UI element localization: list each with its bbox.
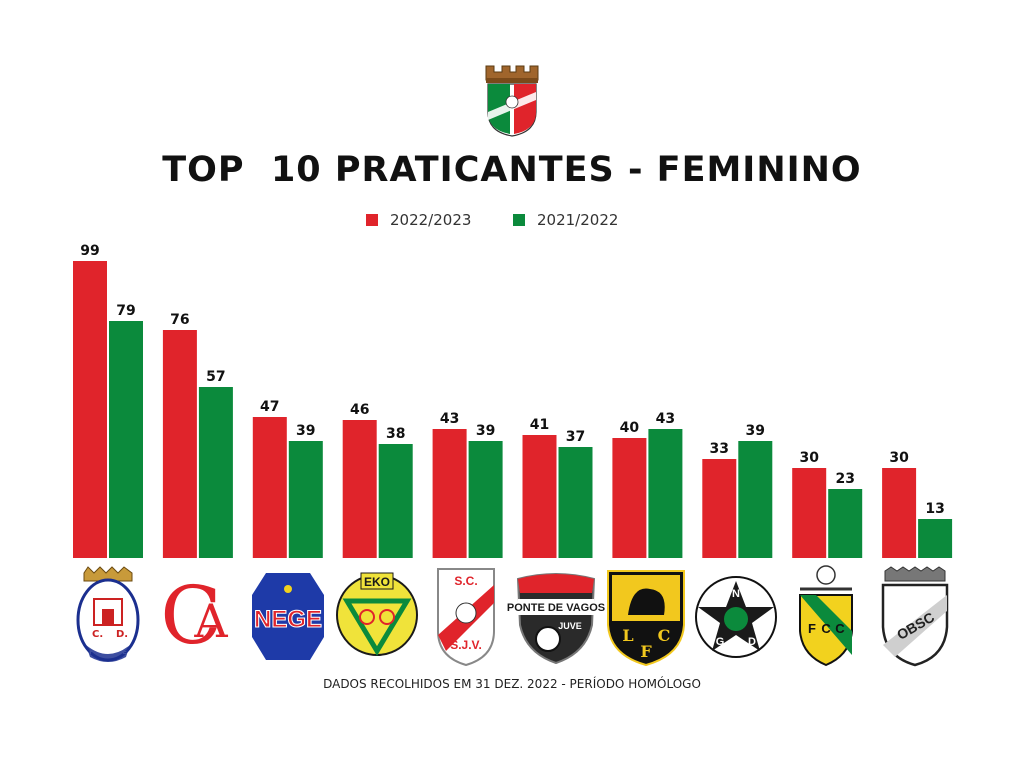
fcc-letter-c2: C [835, 621, 845, 636]
data-label-series-a-10: 30 [889, 450, 909, 466]
ca-letter-c: C [160, 569, 221, 662]
bar-series-b-9 [828, 489, 863, 558]
scsjv-shield-icon: S.C. S.J.V. [437, 568, 495, 667]
data-label-series-a-9: 30 [799, 450, 819, 466]
ngd-letter-d: D [748, 636, 756, 648]
data-label-series-a-7: 40 [620, 420, 640, 436]
data-label-series-b-3: 39 [296, 423, 315, 439]
data-label-series-a-8: 33 [710, 441, 729, 457]
fcc-shield-icon: F C C [799, 565, 853, 667]
bar-series-a-10 [882, 468, 917, 558]
data-label-series-b-5: 39 [476, 423, 495, 439]
data-label-series-b-4: 38 [386, 426, 405, 442]
data-label-series-b-7: 43 [656, 411, 675, 427]
osc-shield-icon: OBSC [881, 566, 949, 667]
data-label-series-a-4: 46 [350, 402, 369, 418]
ngd-letter-g: G [716, 636, 725, 648]
ponte-de-vagos-text: PONTE DE VAGOS [507, 602, 605, 614]
bar-series-a-8 [702, 459, 737, 558]
bar-series-a-7 [612, 438, 647, 558]
bar-series-a-6 [522, 435, 557, 558]
legend-label-series-a: 2022/2023 [390, 211, 472, 229]
data-label-series-a-2: 76 [170, 312, 189, 328]
bar-series-a-2 [162, 330, 197, 558]
eko-badge-icon: EKO [336, 572, 418, 656]
ca-letter-a: A [193, 594, 228, 648]
feirense-text-bottom: FEIRENSE [89, 648, 127, 656]
bar-series-a-9 [792, 468, 827, 558]
ca-monogram-icon: C A [160, 569, 228, 662]
chart-legend: 2022/2023 2021/2022 [0, 211, 1024, 233]
bar-series-b-5 [468, 441, 503, 558]
data-label-series-b-1: 79 [116, 303, 135, 319]
legend-swatch-series-b [513, 214, 525, 226]
data-label-series-a-3: 47 [260, 399, 279, 415]
bar-chart: 99 79 76 57 47 39 46 38 43 39 41 37 40 43 33 39 30 23 30 13 [73, 243, 953, 558]
nege-text: NEGE [254, 606, 322, 633]
legend-swatch-series-a [366, 214, 378, 226]
data-label-series-b-6: 37 [566, 429, 585, 445]
data-label-series-a-1: 99 [80, 243, 99, 259]
eko-text: EKO [364, 575, 390, 589]
bar-series-a-5 [432, 429, 467, 558]
ngd-star-badge-icon: N G D [695, 576, 777, 658]
lfc-lion-shield-icon: L F C [607, 570, 685, 667]
bar-series-b-2 [198, 387, 233, 558]
data-label-series-a-5: 43 [440, 411, 459, 427]
bar-series-b-7 [648, 429, 683, 558]
fcc-letter-f: F [808, 621, 816, 636]
feirense-text-top: C. [92, 629, 103, 640]
juve-text: JUVE [558, 621, 582, 631]
bar-series-b-3 [288, 441, 323, 558]
chart-title: TOP 10 PRATICANTES - FEMININO [162, 150, 862, 190]
bar-series-a-1 [73, 261, 107, 558]
lfc-letter-f: F [640, 642, 652, 661]
club-logos-row: C. D. FEIRENSE C A NEGE EKO S.C. S.J.V. … [76, 565, 949, 667]
legend-label-series-b: 2021/2022 [537, 211, 619, 229]
bar-series-b-4 [378, 444, 413, 558]
legend-item-series-b: 2021/2022 [513, 211, 618, 229]
footnote: DADOS RECOLHIDOS EM 31 DEZ. 2022 - PERÍO… [323, 677, 701, 691]
nege-badge-icon: NEGE [252, 573, 324, 660]
legend-item-series-a: 2022/2023 [366, 211, 471, 229]
bar-series-b-1 [109, 321, 143, 558]
scsjv-text-top: S.C. [454, 574, 477, 588]
ngd-letter-n: N [732, 588, 740, 600]
fcc-letter-c1: C [821, 621, 831, 636]
data-label-series-a-6: 41 [530, 417, 549, 433]
ponte-de-vagos-shield-icon: PONTE DE VAGOS JUVE [507, 573, 605, 665]
data-label-series-b-2: 57 [206, 369, 225, 385]
feirense-text-mid: D. [116, 629, 128, 640]
bar-series-a-3 [252, 417, 287, 558]
lfc-letter-l: L [622, 626, 633, 645]
data-label-series-b-8: 39 [746, 423, 765, 439]
feirense-crest-icon: C. D. FEIRENSE [76, 566, 140, 662]
bar-series-b-8 [738, 441, 773, 558]
lfc-letter-c: C [658, 626, 671, 645]
bar-series-a-4 [342, 420, 377, 558]
data-label-series-b-10: 13 [925, 501, 944, 517]
bar-series-b-6 [558, 447, 593, 558]
municipal-coat-of-arms-icon [480, 62, 544, 138]
data-label-series-b-9: 23 [835, 471, 854, 487]
scsjv-text-bottom: S.J.V. [450, 638, 482, 652]
bar-series-b-10 [918, 519, 953, 558]
